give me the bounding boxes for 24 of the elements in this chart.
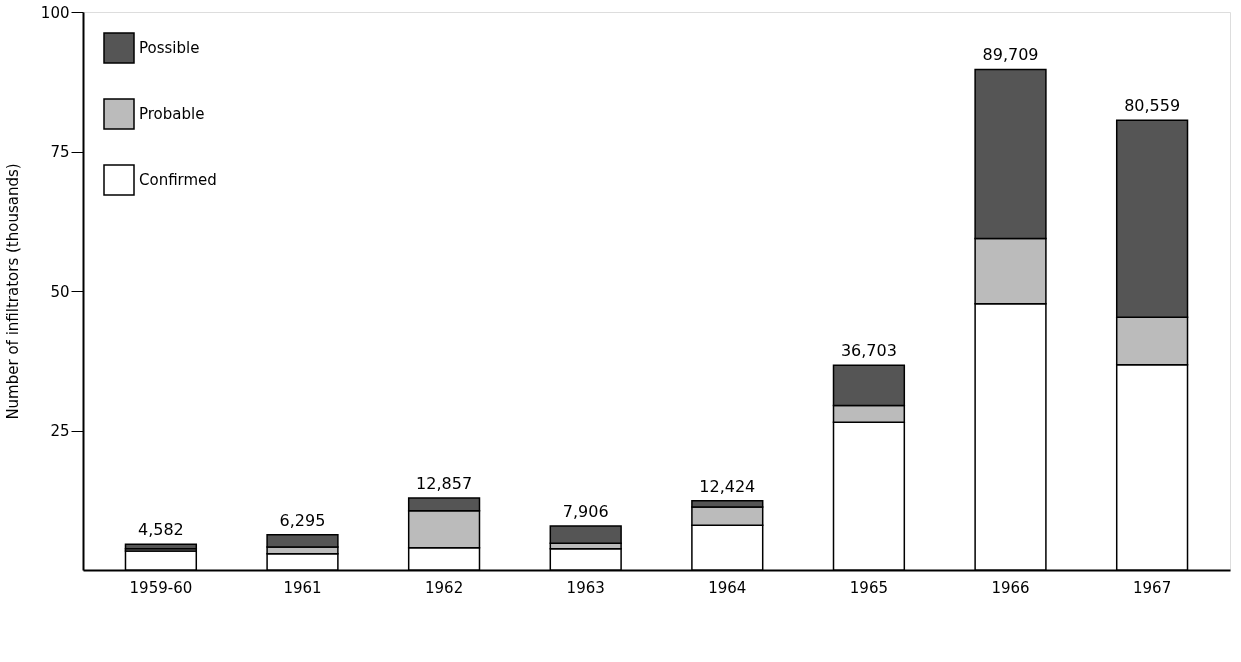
legend-label: Possible	[139, 39, 200, 57]
legend-label: Confirmed	[139, 171, 217, 189]
legend-label: Probable	[139, 105, 205, 123]
annotation: 36,703	[840, 341, 897, 361]
y-tick-label: 25	[50, 422, 70, 440]
annotation: 12,857	[416, 474, 473, 494]
x-tick-label: 1963	[566, 578, 605, 597]
annotation: 7,906	[562, 501, 609, 521]
y-tick-label: 50	[50, 282, 70, 301]
annotation: 80,559	[1124, 96, 1181, 116]
annotation: 12,424	[699, 476, 756, 496]
x-tick-label: 1962	[425, 578, 464, 597]
x-tick-label: 1959-60	[129, 578, 193, 597]
annotation: 6,295	[279, 510, 326, 530]
annotation: 89,709	[982, 45, 1039, 65]
x-tick-label: 1961	[283, 578, 322, 597]
x-tick-label: 1967	[1133, 578, 1172, 597]
y-tick-label: 75	[50, 143, 70, 161]
y-tick-label: 100	[40, 3, 70, 22]
x-tick-label: 1966	[991, 578, 1030, 597]
y-axis-title: Number of infiltrators (thousands)	[3, 163, 22, 420]
annotation: 4,582	[137, 520, 184, 540]
x-tick-label: 1964	[708, 578, 747, 597]
x-tick-label: 1965	[849, 578, 888, 597]
